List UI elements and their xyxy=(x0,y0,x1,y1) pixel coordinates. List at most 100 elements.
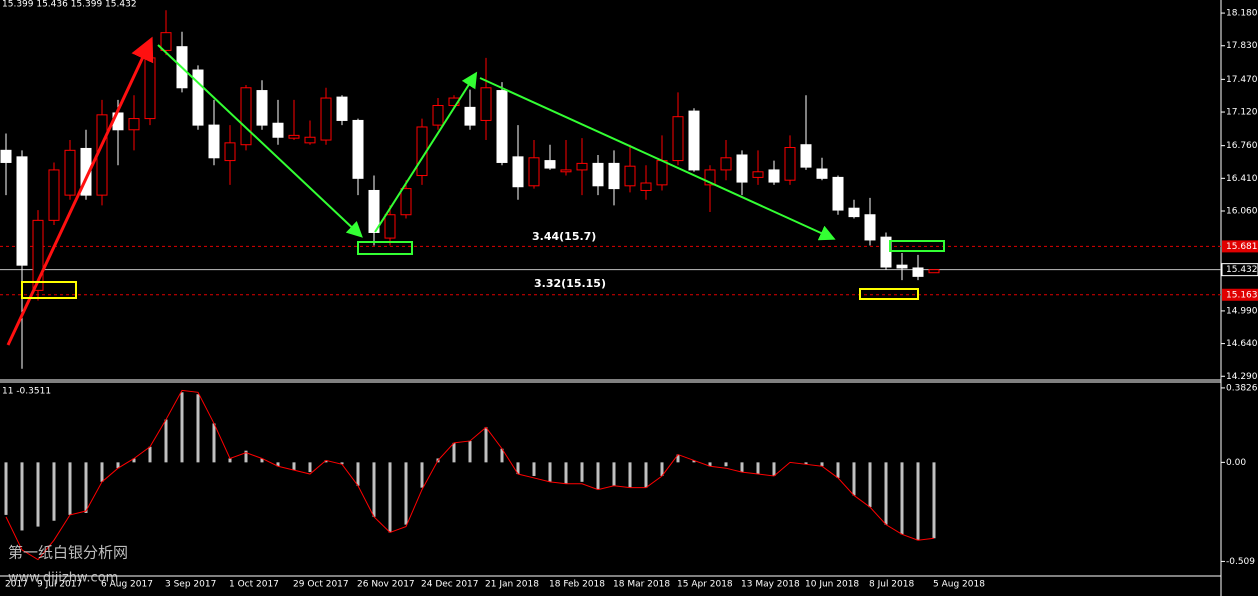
histogram-bar xyxy=(660,462,664,476)
histogram-bar xyxy=(580,462,584,482)
y-tick-label: 16.060 xyxy=(1226,207,1258,217)
histogram-bar xyxy=(116,462,120,469)
candle-body xyxy=(928,269,940,274)
histogram-bar xyxy=(308,462,312,473)
histogram-bar xyxy=(452,442,456,463)
candle-body xyxy=(0,149,12,163)
x-tick-label: 26 Nov 2017 xyxy=(357,580,415,590)
level-tag xyxy=(1221,263,1258,277)
histogram-bar xyxy=(516,462,520,475)
level-label: 15.681 xyxy=(1226,242,1258,252)
candle-body xyxy=(688,110,700,171)
histogram-bar xyxy=(500,448,504,463)
candle-body xyxy=(576,162,588,171)
annotation: 3.44(15.7) xyxy=(532,230,596,243)
histogram-bar xyxy=(180,392,184,463)
candle-body xyxy=(384,214,396,239)
histogram-bar xyxy=(564,462,568,484)
histogram-bar xyxy=(740,462,744,473)
y-tick-label: 16.410 xyxy=(1226,174,1258,184)
y-tick-label: 0.3826 xyxy=(1226,383,1258,393)
histogram-bar xyxy=(612,462,616,486)
y-tick-label: 16.760 xyxy=(1226,141,1258,151)
x-tick-label: 18 Feb 2018 xyxy=(549,580,605,590)
level-tag xyxy=(1222,240,1258,253)
candle-body xyxy=(656,160,668,186)
candle-body xyxy=(432,105,444,126)
y-tick-label: 17.470 xyxy=(1226,75,1258,85)
histogram-bar xyxy=(916,462,920,541)
histogram-bar xyxy=(372,462,376,517)
candle-body xyxy=(720,157,732,171)
candle-body xyxy=(752,171,764,178)
candle-body xyxy=(800,144,812,168)
candle-body xyxy=(192,69,204,126)
candle-body xyxy=(672,116,684,162)
histogram-bar xyxy=(804,462,808,465)
histogram-bar xyxy=(276,462,280,467)
candle-body xyxy=(48,169,60,221)
y-tick-label: 17.830 xyxy=(1226,41,1258,51)
histogram-bar xyxy=(724,462,728,467)
x-tick-label: 15 Apr 2018 xyxy=(677,580,733,590)
candle-body xyxy=(736,154,748,183)
histogram-bar xyxy=(356,462,360,486)
candle-body xyxy=(32,219,44,291)
candle-body xyxy=(304,136,316,144)
histogram-bar xyxy=(196,394,200,463)
highlight-box xyxy=(859,288,919,300)
histogram-bar xyxy=(36,462,40,527)
x-tick-label: 2017 xyxy=(5,580,28,590)
y-tick-label: 18.180 xyxy=(1226,9,1258,19)
arrow xyxy=(157,44,363,238)
chart-title: 15.399 15.436 15.399 15.432 xyxy=(2,0,137,10)
histogram-bar xyxy=(676,454,680,463)
arrow xyxy=(6,36,154,346)
arrow xyxy=(479,77,836,241)
histogram-bar xyxy=(820,462,824,467)
histogram-bar xyxy=(164,419,168,463)
histogram-bar xyxy=(132,458,136,463)
candle-body xyxy=(896,264,908,269)
x-tick-label: 9 Jul 2017 xyxy=(37,580,82,590)
histogram-bar xyxy=(852,462,856,496)
histogram-bar xyxy=(68,462,72,515)
histogram-bar xyxy=(708,462,712,467)
histogram-bar xyxy=(212,423,216,463)
candle-body xyxy=(464,106,476,126)
histogram-bar xyxy=(644,462,648,488)
histogram-bar xyxy=(244,450,248,463)
histogram-bar xyxy=(628,462,632,488)
histogram-bar xyxy=(932,462,936,539)
histogram-bar xyxy=(900,462,904,535)
histogram-bar xyxy=(772,462,776,476)
indicator-title: 11 -0.3511 xyxy=(2,387,51,397)
y-tick-label: 14.290 xyxy=(1226,372,1258,382)
annotation: 3.32(15.15) xyxy=(534,277,606,290)
y-tick-label: 17.120 xyxy=(1226,108,1258,118)
candle-body xyxy=(592,162,604,187)
highlight-box xyxy=(21,281,77,299)
candle-body xyxy=(400,188,412,216)
candle-body xyxy=(480,87,492,121)
candle-body xyxy=(352,119,364,179)
level-label: 15.432 xyxy=(1226,265,1258,275)
highlight-box xyxy=(357,241,413,255)
histogram-bar xyxy=(292,462,296,471)
candle-body xyxy=(864,214,876,241)
x-tick-label: 24 Dec 2017 xyxy=(421,580,479,590)
candle-body xyxy=(816,168,828,179)
candle-body xyxy=(768,169,780,183)
arrow xyxy=(374,71,478,233)
signal-line xyxy=(5,389,935,561)
candle-body xyxy=(512,156,524,188)
candle-body xyxy=(208,124,220,159)
y-tick-label: 14.640 xyxy=(1226,339,1258,349)
histogram-bar xyxy=(4,462,8,515)
candle-body xyxy=(224,142,236,162)
candle-body xyxy=(16,156,28,266)
candle-body xyxy=(272,122,284,138)
candle-body xyxy=(880,236,892,268)
